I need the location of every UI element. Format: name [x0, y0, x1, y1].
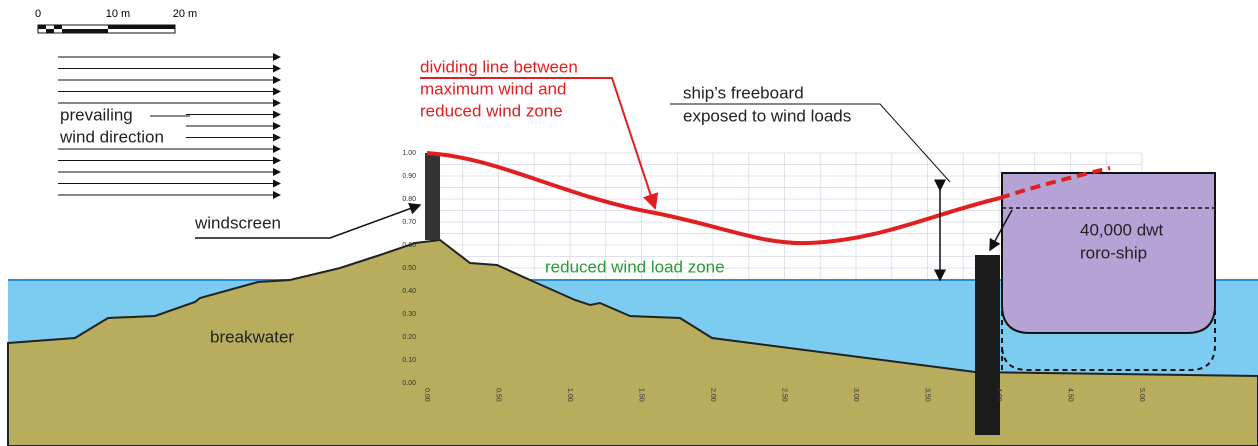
ship — [1001, 172, 1216, 334]
dividing-leader — [420, 77, 659, 210]
windscreen-wall — [425, 153, 440, 240]
scale-label: 0 — [35, 8, 41, 20]
y-tick-label: 0.50 — [402, 265, 416, 272]
y-tick-label: 0.20 — [402, 334, 416, 341]
ship-label: roro-ship — [1080, 243, 1147, 262]
y-tick-label: 0.70 — [402, 219, 416, 226]
y-tick-label: 0.10 — [402, 357, 416, 364]
freeboard-leader — [670, 103, 951, 183]
x-tick-label: 0.00 — [423, 388, 430, 402]
dividing-label: dividing line between — [420, 57, 578, 76]
x-tick-label: 0.50 — [495, 388, 502, 402]
x-tick-label: 1.50 — [638, 388, 645, 402]
y-tick-label: 0.80 — [402, 196, 416, 203]
y-tick-label: 0.30 — [402, 311, 416, 318]
reduced-zone-label: reduced wind load zone — [545, 257, 725, 276]
dividing-curve — [426, 151, 1001, 246]
x-tick-label: 3.50 — [924, 388, 931, 402]
x-tick-label: 3.00 — [852, 388, 859, 402]
dividing-curve-extension — [999, 166, 1111, 200]
x-tick-label: 1.00 — [566, 388, 573, 402]
dividing-label: reduced wind zone — [420, 101, 563, 120]
windscreen-leader — [195, 202, 422, 239]
wind-label: wind direction — [59, 127, 164, 146]
x-tick-label: 5.00 — [1138, 388, 1145, 402]
y-tick-label: 1.00 — [402, 150, 416, 157]
y-tick-label: 0.90 — [402, 173, 416, 180]
freeboard-label: exposed to wind loads — [683, 106, 851, 125]
windscreen-label: windscreen — [194, 213, 281, 232]
breakwater-ground — [7, 238, 1258, 446]
y-tick-label: 0.40 — [402, 288, 416, 295]
y-tick-label: 0.60 — [402, 242, 416, 249]
quay-wall — [975, 255, 1000, 435]
ship-label: 40,000 dwt — [1080, 220, 1163, 239]
x-tick-label: 2.50 — [781, 388, 788, 402]
x-tick-label: 4.00 — [995, 388, 1002, 402]
scale-label: 10 m — [106, 8, 130, 20]
y-tick-label: 0.00 — [402, 380, 416, 387]
scale-bar — [37, 24, 176, 34]
dividing-label: maximum wind and — [420, 79, 566, 98]
freeboard-label: ship’s freeboard — [683, 83, 804, 102]
x-tick-label: 2.00 — [709, 388, 716, 402]
scale-label: 20 m — [173, 8, 197, 20]
breakwater-label: breakwater — [210, 327, 294, 346]
ship-hull-loaded — [1001, 310, 1216, 371]
tick-labels: 0.00 0.10 0.20 0.30 0.40 0.50 0.60 0.70 0.80 0.90… — [402, 150, 1145, 402]
wind-label: prevailing — [60, 105, 133, 124]
x-tick-label: 4.50 — [1067, 388, 1074, 402]
quay-leader — [989, 209, 1013, 252]
